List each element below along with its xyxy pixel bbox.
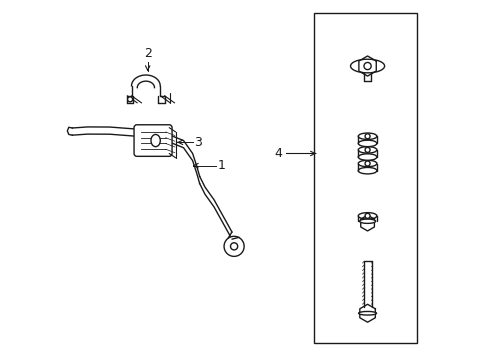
Text: 4: 4	[274, 147, 282, 160]
Circle shape	[365, 147, 369, 152]
Text: 3: 3	[194, 136, 202, 149]
Ellipse shape	[358, 167, 376, 174]
Ellipse shape	[358, 213, 376, 219]
Ellipse shape	[358, 140, 376, 147]
Circle shape	[365, 134, 369, 139]
Circle shape	[224, 236, 244, 256]
Circle shape	[363, 62, 370, 69]
Ellipse shape	[358, 311, 376, 315]
Ellipse shape	[358, 147, 376, 153]
Ellipse shape	[151, 134, 160, 147]
Circle shape	[365, 213, 369, 219]
Circle shape	[230, 243, 237, 250]
Text: 1: 1	[217, 159, 225, 172]
Circle shape	[365, 161, 369, 166]
Ellipse shape	[358, 154, 376, 160]
Circle shape	[127, 97, 132, 102]
Bar	[314, 13, 416, 343]
Ellipse shape	[359, 219, 375, 224]
Ellipse shape	[358, 160, 376, 167]
Ellipse shape	[358, 133, 376, 139]
Text: 2: 2	[143, 46, 151, 60]
FancyBboxPatch shape	[134, 125, 172, 156]
Ellipse shape	[350, 59, 384, 73]
